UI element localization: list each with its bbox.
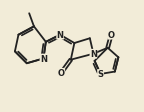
Text: O: O [108,31,115,40]
Text: N: N [90,50,97,59]
Text: N: N [57,31,64,40]
Text: N: N [40,54,47,63]
Text: S: S [97,70,104,79]
Text: O: O [58,69,65,78]
